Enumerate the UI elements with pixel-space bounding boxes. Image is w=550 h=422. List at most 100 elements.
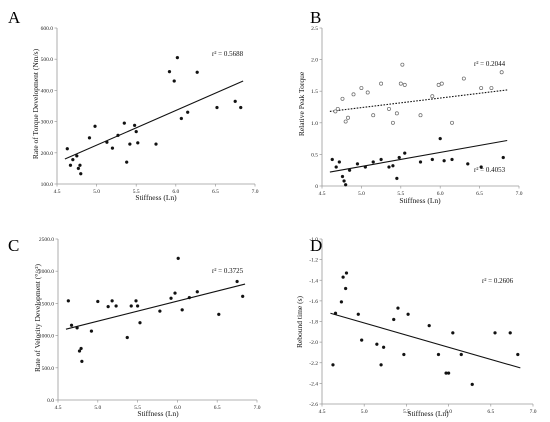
data-point-open [418, 113, 423, 118]
x-tick-label: 5.5 [403, 409, 410, 415]
data-point [333, 311, 338, 315]
data-point [66, 299, 70, 303]
data-point [76, 166, 81, 171]
data-point [173, 291, 177, 295]
data-point [436, 352, 441, 357]
y-tick-label: 400.0 [41, 88, 54, 94]
y-tick-label: 0 [315, 184, 318, 190]
x-tick-label: 5.0 [358, 191, 365, 197]
trend-line [64, 80, 244, 160]
data-point [116, 133, 120, 137]
panel-c-letter: C [8, 236, 19, 255]
x-tick-label: 6.0 [174, 405, 181, 411]
data-point [65, 147, 69, 151]
y-tick-label: 0.5 [311, 152, 318, 158]
panel-a-xlabel: Stiffness (Ln) [135, 193, 177, 202]
data-point [396, 306, 400, 310]
data-point [330, 157, 334, 162]
x-tick-label: 4.5 [319, 409, 326, 415]
y-tick-label: 300.0 [41, 120, 54, 126]
data-point [402, 352, 406, 357]
x-tick-label: 5.0 [94, 405, 101, 411]
x-tick-label: 5.0 [93, 189, 100, 195]
data-point [176, 256, 180, 260]
data-point [341, 275, 345, 279]
data-point [343, 286, 348, 291]
panel-d-ticks: 4.5 5.0 5.5 6.0 6.5 7.0 -2.6 -2.4 -2.2 -2.0 -1.8 -1… [309, 237, 536, 415]
data-point [129, 304, 133, 308]
x-tick-label: 5.0 [361, 409, 368, 415]
data-point-open [346, 115, 350, 120]
data-point [195, 290, 199, 294]
data-point-open [335, 106, 340, 111]
y-tick-label: 1000.0 [39, 334, 54, 340]
data-point-open [379, 81, 384, 86]
y-tick-label: 200.0 [41, 151, 54, 157]
data-point [167, 70, 172, 74]
panel-b: B Relative Peak Torque Stiffness (Ln) r²… [297, 8, 523, 205]
data-point [105, 140, 109, 144]
data-point [516, 352, 520, 357]
data-point-open [461, 76, 466, 81]
data-point [217, 312, 221, 316]
data-point [79, 172, 83, 176]
data-point-open [400, 62, 405, 67]
data-point-open [351, 92, 356, 97]
y-tick-label: 2.0 [311, 58, 318, 64]
data-point-open [439, 81, 444, 86]
y-tick-label: 1.5 [311, 89, 318, 95]
y-tick-label: 2.5 [311, 26, 318, 32]
data-point-open [398, 81, 403, 86]
data-point [375, 342, 379, 346]
data-point [470, 382, 474, 387]
data-point [187, 295, 191, 300]
data-point [508, 331, 512, 335]
data-point [371, 160, 375, 164]
data-point [406, 312, 410, 316]
panel-c-r2-label: r² = 0.3725 [212, 267, 244, 275]
data-point [233, 99, 237, 103]
data-point [134, 129, 138, 134]
data-point [331, 363, 335, 367]
x-tick-label: 7.0 [516, 191, 523, 197]
data-point [337, 160, 341, 164]
data-point [136, 141, 140, 145]
data-point [78, 163, 82, 167]
y-tick-label: -2.4 [309, 381, 318, 387]
data-point [106, 304, 110, 309]
data-point [77, 349, 82, 353]
data-point [446, 371, 451, 375]
data-point [343, 183, 348, 187]
data-point [75, 154, 79, 158]
y-tick-label: 2500.0 [39, 237, 54, 243]
data-point [195, 70, 199, 74]
data-point [379, 157, 383, 162]
panel-d: D Rebound time (s) Stiffness (Ln) r² = 0… [295, 236, 537, 418]
data-point [93, 124, 97, 128]
data-point [96, 299, 100, 304]
data-point [134, 299, 138, 303]
x-tick-label: 7.0 [252, 189, 259, 195]
data-point-open [450, 120, 454, 125]
panel-c-ticks: 4.5 5.0 5.5 6.0 6.5 7.0 0.0 500.0 1000.0 1500.0 20… [39, 237, 261, 411]
data-point [356, 312, 360, 316]
data-point [241, 294, 245, 298]
y-tick-label: -2.6 [309, 402, 318, 408]
data-point [128, 142, 132, 146]
y-tick-label: 500.0 [41, 57, 54, 63]
data-point-open [402, 82, 407, 87]
data-point [186, 110, 190, 114]
data-point [110, 146, 115, 150]
data-point-open [499, 70, 504, 75]
x-tick-label: 5.5 [397, 191, 404, 197]
panel-a-marks [64, 55, 244, 176]
data-point [334, 165, 338, 169]
y-tick-label: 100.0 [41, 182, 54, 188]
data-point [342, 179, 346, 183]
data-point [125, 335, 129, 340]
data-point [110, 299, 114, 303]
data-point-open [365, 90, 370, 95]
x-tick-label: 5.5 [133, 189, 140, 195]
data-point [158, 309, 162, 313]
y-tick-label: 0.0 [47, 398, 54, 404]
